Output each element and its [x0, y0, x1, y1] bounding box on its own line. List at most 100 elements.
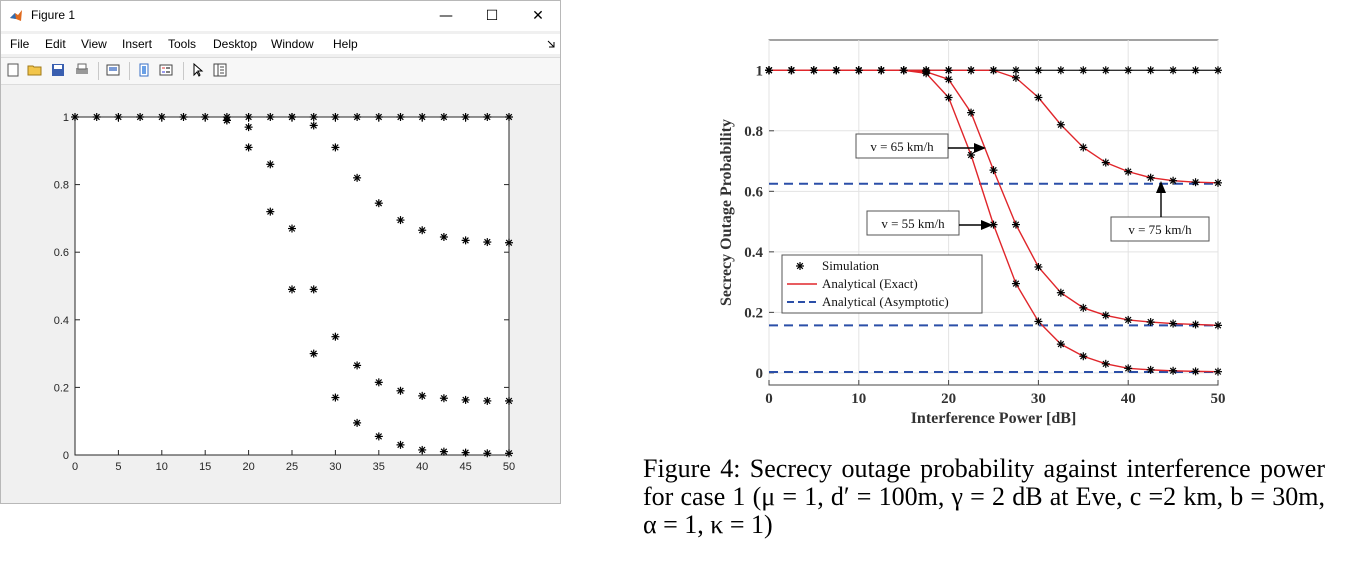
- data-point: [114, 113, 123, 121]
- data-point: [309, 113, 318, 121]
- data-point: [331, 332, 340, 341]
- data-point: [461, 236, 470, 245]
- dock-arrow-icon[interactable]: [547, 40, 555, 48]
- matlab-logo-icon: [10, 10, 22, 21]
- simulation-point: [967, 151, 976, 159]
- x-tick-label: 40: [1121, 391, 1136, 407]
- x-tick-label: 0: [72, 461, 78, 473]
- data-point: [374, 113, 383, 121]
- data-point: [136, 113, 145, 121]
- save-icon[interactable]: [50, 62, 66, 78]
- menu-view[interactable]: View: [81, 37, 107, 51]
- data-point: [201, 113, 210, 121]
- y-tick-label: 1: [756, 63, 764, 79]
- x-tick-label: 10: [851, 391, 866, 407]
- menu-desktop[interactable]: Desktop: [213, 37, 258, 51]
- y-tick-label: 1: [63, 112, 69, 124]
- x-tick-label: 15: [199, 461, 211, 473]
- data-point: [418, 391, 427, 400]
- simulation-point: [1011, 66, 1020, 75]
- simulation-point: [787, 66, 796, 75]
- data-point: [266, 113, 275, 121]
- simulation-point: [1146, 365, 1155, 374]
- data-point: [461, 448, 470, 457]
- menu-edit[interactable]: Edit: [45, 37, 66, 51]
- toolbar-separator: [183, 62, 184, 80]
- data-point: [439, 447, 448, 456]
- menu-file[interactable]: File: [10, 37, 30, 51]
- open-file-icon[interactable]: [27, 62, 43, 78]
- data-point: [288, 224, 296, 233]
- menu-window[interactable]: Window: [271, 37, 314, 51]
- simulation-point: [1146, 318, 1155, 327]
- legend-entry: Analytical (Asymptotic): [822, 294, 949, 309]
- insert-legend-icon[interactable]: [158, 62, 174, 78]
- simulation-point: [1079, 143, 1088, 152]
- y-tick-label: 0.8: [54, 180, 69, 192]
- pointer-icon[interactable]: [190, 62, 206, 78]
- simulation-point: [1011, 279, 1020, 288]
- data-point: [353, 418, 362, 427]
- x-tick-label: 45: [459, 461, 471, 473]
- link-plot-icon[interactable]: [136, 62, 152, 78]
- y-tick-label: 0.4: [54, 315, 69, 327]
- data-point: [461, 395, 470, 404]
- legend-entry: Analytical (Exact): [822, 276, 918, 291]
- simulation-point: [1169, 176, 1178, 185]
- simulation-point: [832, 66, 841, 75]
- simulation-point: [944, 75, 953, 84]
- y-tick-label: 0.8: [744, 124, 763, 140]
- simulation-point: [1146, 66, 1155, 75]
- data-point: [331, 113, 340, 121]
- x-tick-label: 40: [416, 461, 428, 473]
- title-bar[interactable]: Figure 1 — ☐ ✕: [1, 1, 560, 31]
- y-tick-label: 0.2: [54, 382, 69, 394]
- figure-caption: Figure 4: Secrecy outage probability aga…: [643, 454, 1325, 539]
- data-point: [418, 226, 427, 235]
- maximize-button[interactable]: ☐: [469, 1, 515, 31]
- data-point: [483, 238, 492, 247]
- simulation-point: [1124, 167, 1133, 176]
- new-figure-icon[interactable]: [5, 62, 21, 78]
- x-tick-label: 50: [1211, 391, 1226, 407]
- chart-frame: [768, 39, 1219, 386]
- data-point: [374, 432, 383, 441]
- x-tick-label: 10: [156, 461, 168, 473]
- data-point: [439, 232, 448, 241]
- data-point: [244, 123, 253, 132]
- y-tick-label: 0.6: [54, 247, 69, 259]
- menu-help[interactable]: Help: [333, 37, 358, 51]
- data-point: [266, 160, 275, 169]
- data-point: [353, 113, 362, 121]
- menu-insert[interactable]: Insert: [122, 37, 153, 51]
- print-preview-icon[interactable]: [105, 62, 121, 78]
- data-point: [483, 396, 492, 405]
- property-editor-icon[interactable]: [212, 62, 228, 78]
- print-icon[interactable]: [74, 62, 90, 78]
- simulation-point: [1056, 66, 1065, 75]
- simulation-point: [1056, 120, 1065, 129]
- simulation-point: [899, 66, 908, 75]
- close-button[interactable]: ✕: [515, 1, 561, 31]
- y-tick-label: 0.6: [744, 184, 763, 200]
- legend-simulation-marker: [796, 262, 804, 270]
- simulation-point: [1191, 178, 1200, 187]
- x-tick-label: 25: [286, 461, 298, 473]
- annotation-v75-box: [1110, 216, 1210, 242]
- x-tick-label: 20: [242, 461, 254, 473]
- simulation-point: [854, 66, 863, 75]
- data-point: [483, 449, 492, 458]
- matlab-scatter-plot[interactable]: 0 5 10 15 20 25 30 35 40 45 50 0 0.2 0.4 0.6 0.8 1: [1, 85, 560, 503]
- simulation-point: [877, 66, 886, 75]
- simulation-point: [1191, 66, 1200, 75]
- menu-tools[interactable]: Tools: [168, 37, 197, 51]
- simulation-point: [1079, 352, 1088, 361]
- data-point: [222, 116, 231, 125]
- annotation-v55-box: [866, 210, 960, 236]
- simulation-point: [1056, 288, 1065, 297]
- simulation-point: [1101, 66, 1110, 75]
- minimize-button[interactable]: —: [423, 1, 469, 31]
- data-point: [179, 113, 188, 121]
- simulation-point: [1011, 220, 1020, 229]
- secrecy-outage-chart: 0 10 20 30 40 50 0 0.2 0.4 0.6 0.8 1 Interference Po…: [718, 39, 1226, 427]
